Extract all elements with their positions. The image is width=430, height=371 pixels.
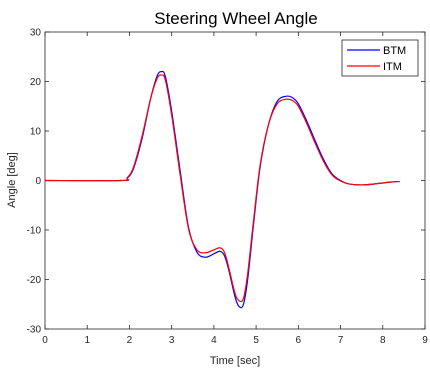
y-tick-label: 10 [30,127,42,138]
x-tick-label: 8 [380,335,386,346]
x-tick-label: 5 [253,335,259,346]
chart-title: Steering Wheel Angle [154,9,318,28]
x-tick-label: 0 [42,335,48,346]
legend-box [341,39,419,77]
y-axis-label: Angle [deg] [6,152,18,208]
x-tick-label: 7 [338,335,344,346]
legend-label-itm: ITM [383,61,402,73]
y-tick-label: -10 [27,226,42,237]
series-line-itm [44,74,400,303]
series-lines [44,70,400,309]
x-tick-label: 3 [169,335,175,346]
y-tick-label: -20 [27,275,42,286]
y-tick-label: 20 [30,77,42,88]
legend-label-btm: BTM [383,45,406,57]
y-tick-label: 30 [30,28,42,39]
x-tick-label: 6 [296,335,302,346]
x-tick-label: 9 [422,335,428,346]
axis-ticks: 0 1 2 3 4 5 6 7 8 9 -30 -20 -10 0 10 20 30 [27,28,429,347]
x-tick-label: 2 [127,335,133,346]
y-tick-label: -30 [27,325,42,336]
legend: BTM ITM [341,39,419,77]
x-tick-label: 4 [211,335,217,346]
y-tick-label: 0 [35,176,41,187]
x-axis-label: Time [sec] [210,355,260,367]
x-tick-label: 1 [84,335,90,346]
